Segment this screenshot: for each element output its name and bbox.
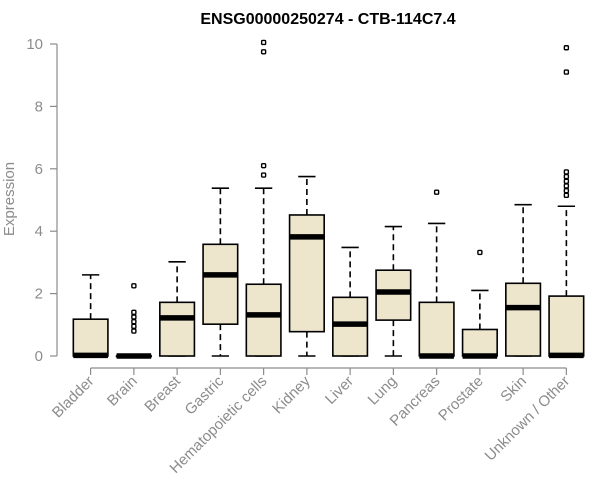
box [159, 301, 196, 357]
outlier-point [433, 189, 440, 195]
box-group [245, 39, 282, 357]
outlier-point [563, 183, 570, 189]
box-group [461, 249, 498, 359]
box-group [115, 283, 152, 359]
outlier-point [563, 178, 570, 184]
outlier-point [131, 318, 137, 325]
outlier-point [131, 309, 137, 316]
box [245, 283, 282, 357]
y-axis: 0 2 4 6 8 10 [26, 36, 58, 365]
y-tick-label: 0 [35, 348, 43, 365]
box-series [72, 39, 585, 359]
outlier-point [260, 39, 267, 46]
x-tick-label: Prostate [435, 373, 487, 425]
outlier-point [260, 49, 267, 55]
box [548, 295, 585, 357]
x-tick-label: Skin [497, 373, 530, 406]
y-tick-label: 4 [35, 223, 43, 240]
box-group [548, 45, 585, 359]
outlier-point [131, 328, 137, 334]
box [375, 269, 412, 321]
box-group [288, 175, 325, 357]
outlier-point [563, 169, 570, 175]
y-axis-title: Expression [1, 162, 18, 236]
box-group [505, 203, 542, 357]
box [418, 301, 455, 357]
outlier-point [260, 172, 267, 178]
box-group [375, 225, 412, 357]
y-tick-label: 2 [35, 286, 43, 303]
box [202, 243, 239, 325]
box [461, 328, 498, 357]
box [72, 318, 109, 357]
y-tick-label: 10 [26, 36, 43, 53]
outlier-point [131, 283, 137, 289]
box [505, 282, 542, 357]
x-tick-label: Breast [141, 372, 184, 415]
x-tick-label: Kidney [269, 372, 314, 417]
outlier-point [563, 173, 570, 180]
y-tick-label: 8 [35, 98, 43, 115]
chart-title: ENSG00000250274 - CTB-114C7.4 [200, 11, 455, 28]
box-group [332, 246, 369, 357]
x-tick-label: Liver [322, 373, 357, 408]
y-tick-label: 6 [35, 161, 43, 178]
outlier-point [563, 45, 570, 51]
box-group [202, 187, 239, 357]
outlier-point [563, 192, 570, 199]
box-group [159, 260, 196, 357]
outlier-point [477, 249, 483, 256]
box-group [418, 189, 455, 359]
outlier-point [563, 69, 570, 75]
outlier-point [131, 314, 137, 320]
box [288, 214, 325, 333]
x-tick-label: Lung [365, 373, 401, 409]
x-tick-label: Brain [104, 373, 141, 410]
x-tick-label: Bladder [49, 373, 98, 422]
outlier-point [131, 323, 137, 330]
outlier-point [563, 187, 570, 194]
box-group [72, 274, 109, 359]
outlier-point [260, 162, 267, 169]
